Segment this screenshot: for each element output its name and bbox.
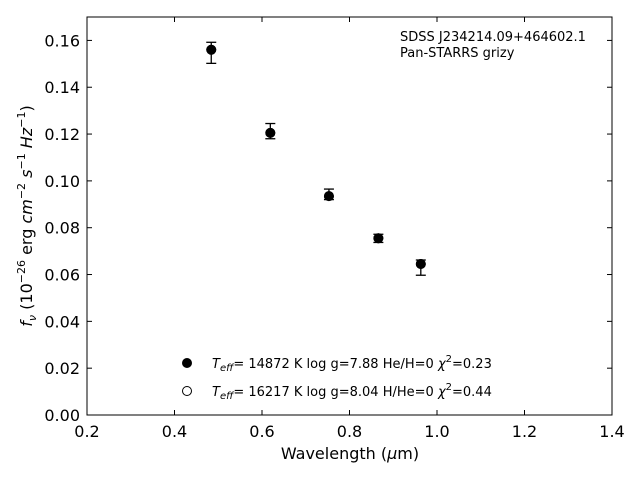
object-name: SDSS J234214.09+464602.1 [400, 30, 586, 45]
plot-frame [86, 16, 613, 416]
x-tick-label: 0.2 [74, 422, 99, 441]
y-tick-label: 0.02 [44, 359, 80, 378]
x-tick-label: 1.4 [599, 422, 624, 441]
x-tick-label: 0.8 [337, 422, 362, 441]
x-tick-label: 0.6 [249, 422, 274, 441]
legend-open-marker [182, 386, 192, 396]
x-tick-label: 1.2 [512, 422, 537, 441]
legend: Teff= 14872 K log g=7.88 He/H=0 χ2=0.23 … [182, 354, 492, 402]
observed-errorbars [206, 41, 426, 276]
model-open-markers [206, 44, 426, 269]
y-tick-label: 0.10 [44, 172, 80, 191]
y-tick-label: 0.00 [44, 406, 80, 425]
y-tick-label: 0.14 [44, 78, 80, 97]
x-axis-ticks: 0.2 0.4 0.6 0.8 1.0 1.2 1.4 [74, 17, 625, 441]
y-tick-label: 0.06 [44, 266, 80, 285]
survey-name: Pan-STARRS grizy [400, 46, 515, 61]
x-axis-label: Wavelength (μm) [281, 444, 419, 463]
y-axis-label: fν (10−26 erg cm−2 s−1 Hz−1) [15, 105, 39, 326]
y-axis-ticks: 0.00 0.02 0.04 0.06 0.08 0.10 0.12 0.14 0.16 [44, 31, 612, 425]
legend-entry-2: Teff= 16217 K log g=8.04 H/He=0 χ2=0.44 [212, 382, 492, 402]
x-tick-label: 1.0 [424, 422, 449, 441]
y-tick-label: 0.12 [44, 125, 80, 144]
legend-filled-marker [182, 358, 192, 368]
legend-entry-1: Teff= 14872 K log g=7.88 He/H=0 χ2=0.23 [212, 354, 492, 374]
y-tick-label: 0.04 [44, 312, 80, 331]
model-filled-markers [206, 44, 426, 269]
y-tick-label: 0.08 [44, 219, 80, 238]
x-tick-label: 0.4 [162, 422, 187, 441]
y-tick-label: 0.16 [44, 31, 80, 50]
